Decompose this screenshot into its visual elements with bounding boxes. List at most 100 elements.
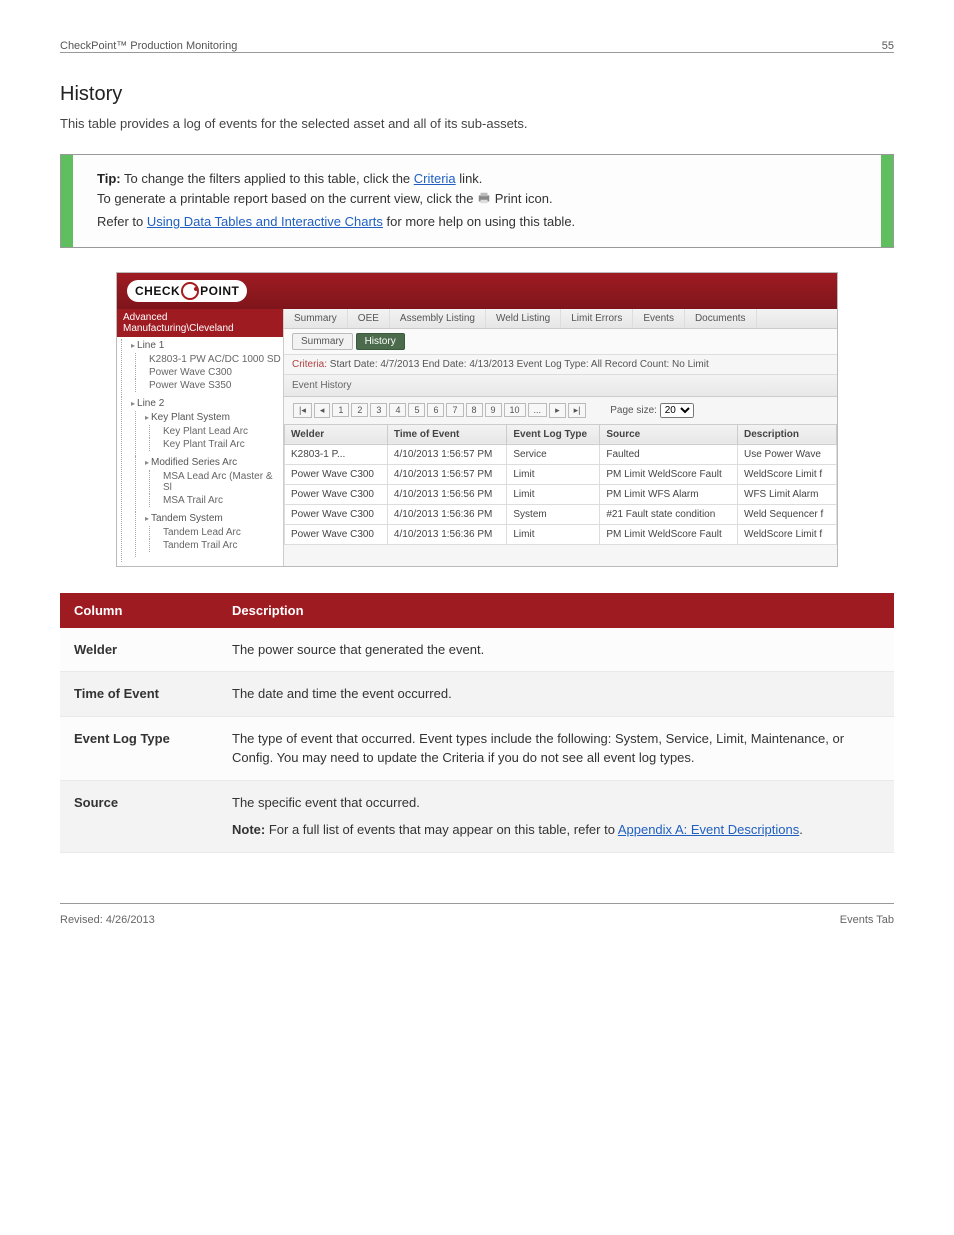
subtab-history[interactable]: History — [356, 333, 405, 350]
pager-button[interactable]: ◂ — [314, 403, 331, 418]
tree-node[interactable]: Modified Series Arc — [145, 457, 237, 468]
tree-node[interactable]: Key Plant System — [145, 412, 230, 423]
pager-button[interactable]: ▸ — [549, 403, 566, 418]
tip-line1c: link. — [459, 171, 482, 186]
table-cell: Limit — [507, 524, 600, 544]
table-cell: Limit — [507, 484, 600, 504]
subtab-row: Summary History — [284, 329, 837, 355]
tab[interactable]: Events — [633, 309, 685, 328]
criteria-text: Start Date: 4/7/2013 End Date: 4/13/2013… — [330, 359, 709, 370]
tree-leaf[interactable]: Key Plant Lead Arc — [153, 425, 283, 438]
tab[interactable]: OEE — [348, 309, 390, 328]
tree-leaf[interactable]: MSA Trail Arc — [153, 494, 283, 507]
tab[interactable]: Weld Listing — [486, 309, 561, 328]
page-title: History — [60, 83, 894, 106]
tree-leaf[interactable]: Tandem Trail Arc — [153, 539, 283, 552]
pager: |◂◂12345678910...▸▸| Page size: 20 — [284, 397, 837, 424]
tree-node[interactable]: Line 2 — [131, 398, 164, 409]
tip-line3a: Refer to — [97, 214, 147, 229]
tree-leaf[interactable]: Tandem Lead Arc — [153, 526, 283, 539]
tree-root[interactable]: Advanced Manufacturing\Cleveland — [117, 309, 283, 337]
table-cell: 4/10/2013 1:56:57 PM — [387, 444, 506, 464]
table-col-header[interactable]: Description — [738, 424, 837, 444]
desc-head-desc: Description — [218, 593, 894, 628]
desc-key: Time of Event — [60, 672, 218, 717]
tab[interactable]: Limit Errors — [561, 309, 633, 328]
pager-button[interactable]: |◂ — [293, 403, 312, 418]
tree-node[interactable]: Tandem System — [145, 513, 223, 524]
tip-print-label: Print icon. — [495, 191, 553, 206]
tip-line1a: To change the filters applied to this ta… — [124, 171, 414, 186]
table-header-row: WelderTime of EventEvent Log TypeSourceD… — [285, 424, 837, 444]
pager-button[interactable]: 5 — [408, 403, 425, 417]
column-desc-table: Column Description WelderThe power sourc… — [60, 593, 894, 853]
using-tables-link[interactable]: Using Data Tables and Interactive Charts — [147, 214, 383, 229]
tip-label: Tip: — [97, 171, 121, 186]
table-cell: Power Wave C300 — [285, 464, 388, 484]
table-cell: Limit — [507, 464, 600, 484]
pager-button[interactable]: 8 — [466, 403, 483, 417]
event-table: WelderTime of EventEvent Log TypeSourceD… — [284, 424, 837, 545]
tab[interactable]: Documents — [685, 309, 757, 328]
table-cell: Service — [507, 444, 600, 464]
table-col-header[interactable]: Event Log Type — [507, 424, 600, 444]
table-cell: WeldScore Limit f — [738, 524, 837, 544]
table-cell: K2803-1 P... — [285, 444, 388, 464]
pager-button[interactable]: 10 — [504, 403, 526, 417]
tree-leaf[interactable]: Power Wave C300 — [139, 366, 283, 379]
tree-leaf[interactable]: Key Plant Trail Arc — [153, 438, 283, 451]
tree-leaf[interactable]: Power Wave S350 — [139, 379, 283, 392]
appendix-link[interactable]: Appendix A: Event Descriptions — [618, 822, 799, 837]
tip-line3c: for more help on using this table. — [387, 214, 576, 229]
criteria-link[interactable]: Criteria — [414, 171, 456, 186]
table-cell: PM Limit WeldScore Fault — [600, 464, 738, 484]
asset-tree[interactable]: Advanced Manufacturing\Cleveland Line 1 K… — [117, 309, 284, 566]
pager-button[interactable]: 4 — [389, 403, 406, 417]
tree-leaf[interactable]: K2803-1 PW AC/DC 1000 SD — [139, 353, 283, 366]
pager-button[interactable]: 9 — [485, 403, 502, 417]
table-cell: Power Wave C300 — [285, 484, 388, 504]
criteria-bar: Criteria: Start Date: 4/7/2013 End Date:… — [284, 355, 837, 375]
table-col-header[interactable]: Welder — [285, 424, 388, 444]
subtab-summary[interactable]: Summary — [292, 333, 353, 350]
desc-row: SourceThe specific event that occurred.N… — [60, 780, 894, 852]
desc-key: Welder — [60, 628, 218, 672]
pager-button[interactable]: ... — [528, 403, 548, 417]
table-row[interactable]: Power Wave C3004/10/2013 1:56:36 PMSyste… — [285, 504, 837, 524]
pager-button[interactable]: 1 — [332, 403, 349, 417]
print-icon[interactable] — [477, 191, 491, 212]
table-cell: 4/10/2013 1:56:36 PM — [387, 504, 506, 524]
table-cell: PM Limit WeldScore Fault — [600, 524, 738, 544]
event-history-header: Event History — [284, 375, 837, 397]
pager-button[interactable]: ▸| — [568, 403, 587, 418]
table-row[interactable]: Power Wave C3004/10/2013 1:56:57 PMLimit… — [285, 464, 837, 484]
table-cell: PM Limit WFS Alarm — [600, 484, 738, 504]
footer-left: Revised: 4/26/2013 — [60, 914, 155, 926]
pager-button[interactable]: 3 — [370, 403, 387, 417]
table-cell: Power Wave C300 — [285, 504, 388, 524]
tip-bar-right — [881, 155, 893, 247]
pager-button[interactable]: 7 — [446, 403, 463, 417]
desc-val: The specific event that occurred.Note: F… — [218, 780, 894, 852]
table-cell: WeldScore Limit f — [738, 464, 837, 484]
tip-line2a: To generate a printable report based on … — [97, 191, 477, 206]
tree-node[interactable]: Line 1 — [131, 340, 164, 351]
tab[interactable]: Summary — [284, 309, 348, 328]
table-col-header[interactable]: Source — [600, 424, 738, 444]
table-row[interactable]: K2803-1 P...4/10/2013 1:56:57 PMServiceF… — [285, 444, 837, 464]
criteria-label[interactable]: Criteria: — [292, 359, 327, 370]
table-row[interactable]: Power Wave C3004/10/2013 1:56:36 PMLimit… — [285, 524, 837, 544]
desc-head-col: Column — [60, 593, 218, 628]
pager-button[interactable]: 6 — [427, 403, 444, 417]
pagesize-select[interactable]: 20 — [660, 403, 694, 418]
tab[interactable]: Assembly Listing — [390, 309, 486, 328]
tip-bar-left — [61, 155, 73, 247]
table-cell: Faulted — [600, 444, 738, 464]
tree-leaf[interactable]: MSA Lead Arc (Master & Sl — [153, 470, 283, 494]
table-row[interactable]: Power Wave C3004/10/2013 1:56:56 PMLimit… — [285, 484, 837, 504]
table-cell: 4/10/2013 1:56:57 PM — [387, 464, 506, 484]
pager-button[interactable]: 2 — [351, 403, 368, 417]
desc-val: The power source that generated the even… — [218, 628, 894, 672]
screenshot: CHECK POINT Advanced Manufacturing\Cleve… — [116, 272, 838, 567]
table-col-header[interactable]: Time of Event — [387, 424, 506, 444]
